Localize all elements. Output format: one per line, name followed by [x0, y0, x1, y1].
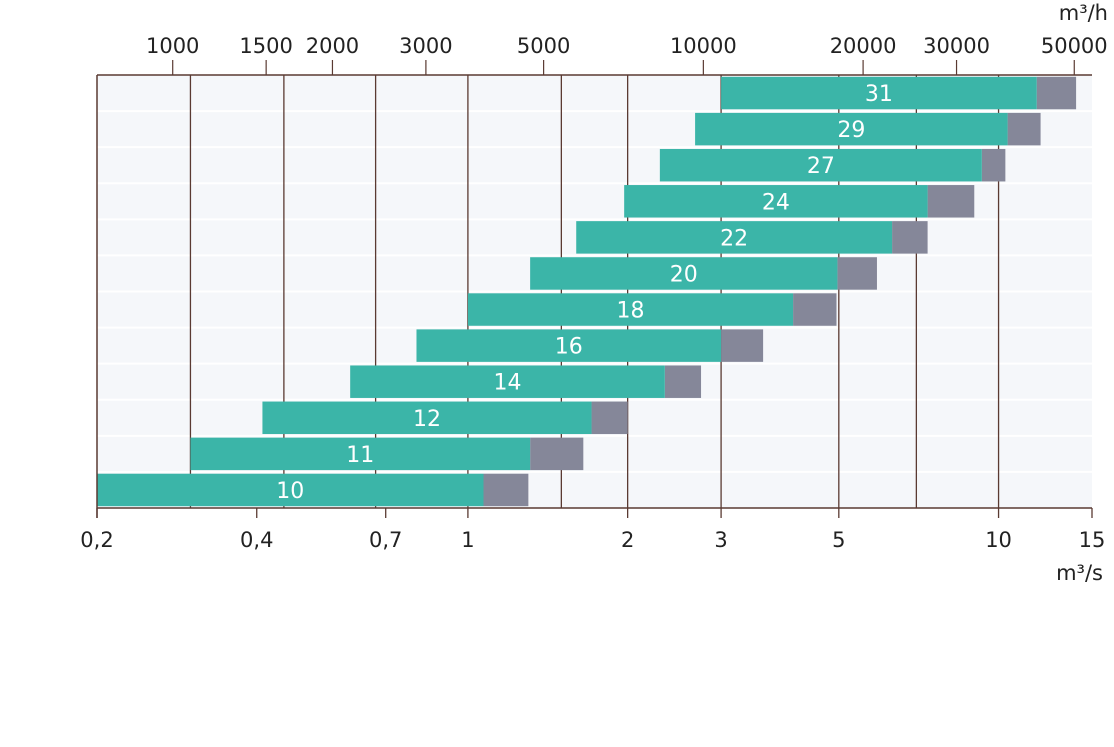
- bottom-tick-label: 3: [714, 528, 727, 552]
- bottom-tick-label: 15: [1079, 528, 1106, 552]
- bar-extension: [837, 257, 877, 290]
- bar-extension: [927, 185, 975, 218]
- bar-label: 11: [346, 443, 374, 468]
- bar-main: [695, 112, 1008, 146]
- bottom-tick-label: 0,4: [240, 528, 273, 552]
- bar-main: [530, 257, 838, 290]
- bar-label: 16: [555, 335, 583, 360]
- top-tick-label: 1000: [146, 34, 199, 58]
- bar-extension: [721, 329, 764, 362]
- bar-extension: [530, 437, 584, 471]
- top-tick-label: 2000: [306, 34, 359, 58]
- bottom-tick-label: 0,7: [369, 528, 402, 552]
- bar-label: 24: [762, 190, 790, 215]
- bar-main: [467, 293, 794, 326]
- bar-label: 31: [865, 82, 893, 107]
- bar-main: [721, 76, 1037, 110]
- bottom-tick-label: 10: [985, 528, 1012, 552]
- bar-label: 14: [493, 371, 521, 396]
- bar-label: 27: [807, 154, 835, 179]
- top-tick-label: 5000: [517, 34, 570, 58]
- bar-main: [190, 437, 531, 471]
- bar-extension: [664, 365, 702, 398]
- bar-main: [262, 401, 592, 435]
- top-axis-unit: m³/h: [1059, 1, 1108, 25]
- bar-main: [659, 148, 982, 182]
- top-tick-label: 1500: [239, 34, 292, 58]
- bar-extension: [591, 401, 628, 435]
- top-tick-label: 30000: [923, 34, 990, 58]
- top-tick-label: 50000: [1041, 34, 1108, 58]
- bar-main: [416, 329, 722, 362]
- bar-label: 18: [616, 299, 644, 324]
- bottom-tick-label: 5: [832, 528, 845, 552]
- bar-label: 12: [413, 407, 441, 432]
- bar-label: 29: [837, 118, 865, 143]
- bar-main: [350, 365, 665, 398]
- bar-label: 20: [670, 262, 698, 287]
- bar-main: [624, 185, 928, 218]
- bar-extension: [1007, 112, 1041, 146]
- bar-main: [576, 221, 893, 254]
- bar-label: 22: [720, 226, 748, 251]
- bottom-axis-unit: m³/s: [1056, 561, 1103, 585]
- top-tick-label: 20000: [830, 34, 897, 58]
- bottom-tick-label: 2: [621, 528, 634, 552]
- bottom-tick-label: 1: [461, 528, 474, 552]
- bar-label: 10: [276, 479, 304, 504]
- top-tick-label: 10000: [670, 34, 737, 58]
- bottom-tick-label: 0,2: [80, 528, 113, 552]
- bar-extension: [892, 221, 928, 254]
- bar-main: [97, 473, 484, 507]
- top-tick-label: 3000: [399, 34, 452, 58]
- bar-extension: [483, 473, 529, 507]
- bar-extension: [981, 148, 1006, 182]
- bar-extension: [1036, 76, 1077, 110]
- bar-extension: [793, 293, 837, 326]
